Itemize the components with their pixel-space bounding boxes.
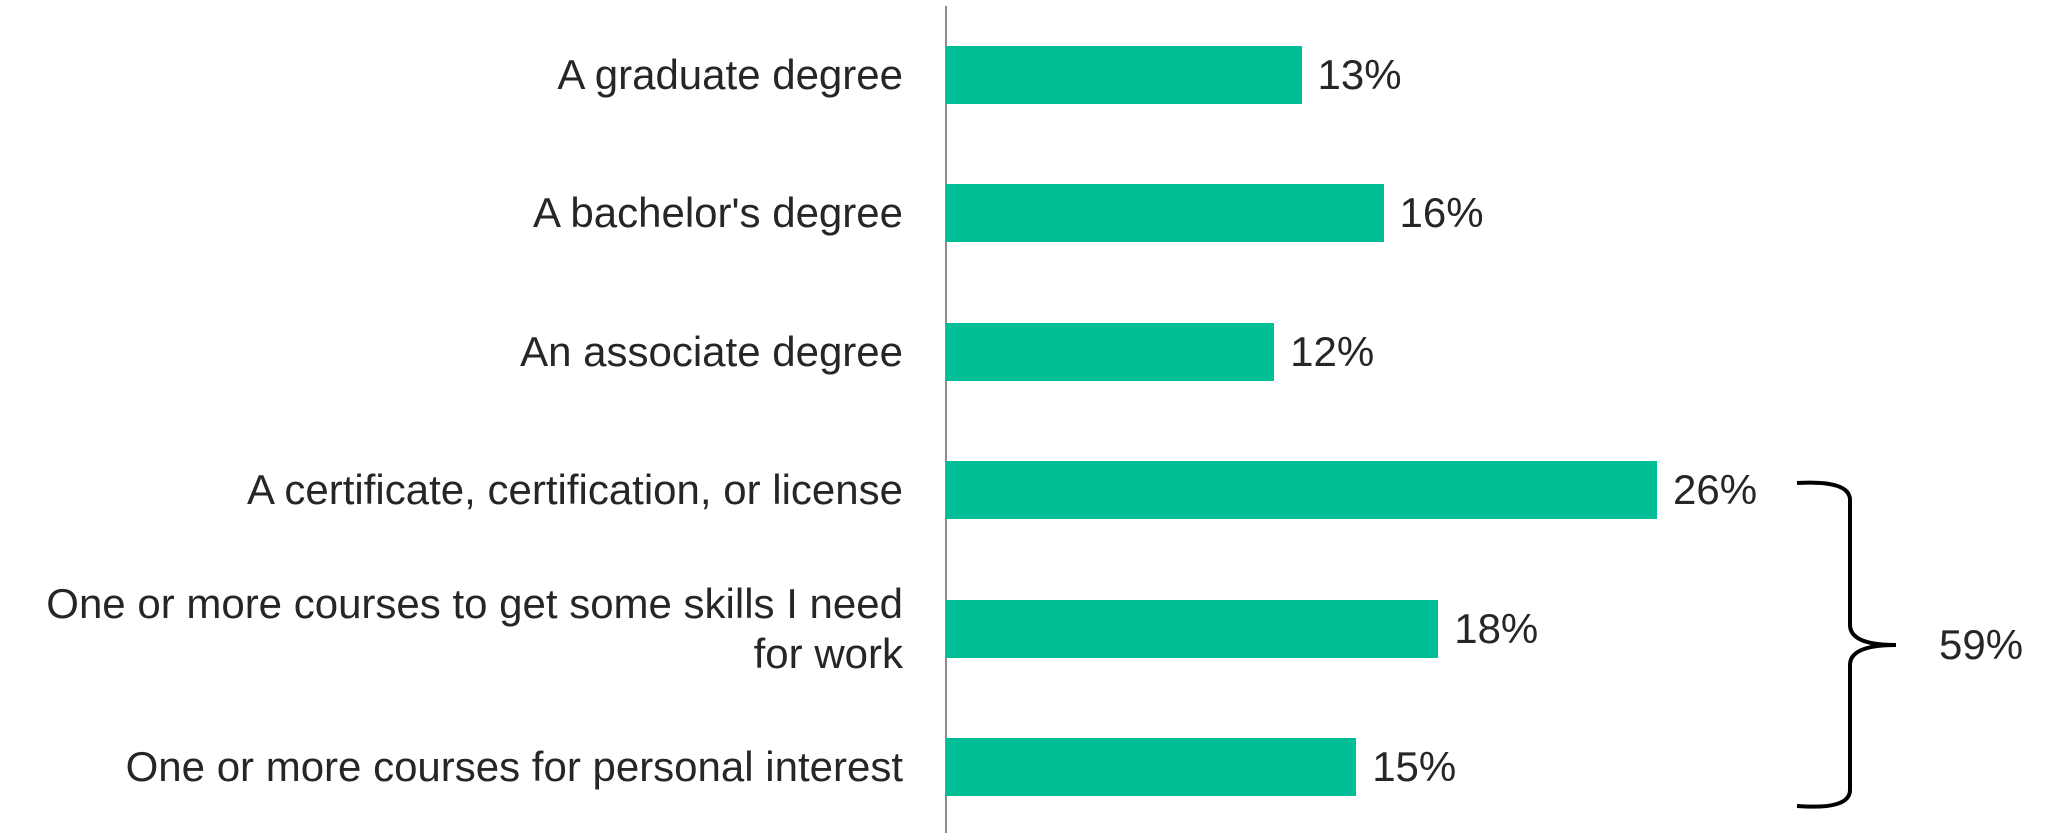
bar [946, 738, 1357, 796]
value-label: 18% [1454, 604, 1539, 652]
value-label: 13% [1317, 51, 1402, 98]
value-label: 12% [1290, 327, 1375, 375]
category-label: One or more courses to get some skills I… [46, 579, 903, 677]
category-label: One or more courses for personal interes… [125, 743, 903, 790]
bar [946, 461, 1657, 520]
bar [946, 46, 1302, 104]
bracket-path [1796, 480, 1897, 809]
bar [946, 184, 1384, 243]
value-label: 16% [1399, 189, 1484, 237]
bar [946, 599, 1439, 658]
bar [946, 322, 1275, 381]
category-label: A graduate degree [557, 51, 903, 98]
axis-line [945, 6, 947, 833]
value-label: 26% [1673, 466, 1758, 514]
category-label: A certificate, certification, or license [247, 466, 903, 514]
value-label: 15% [1372, 743, 1457, 790]
category-label: A bachelor's degree [533, 189, 903, 237]
category-label: An associate degree [520, 327, 903, 375]
annotation: 59% [1939, 621, 2024, 668]
